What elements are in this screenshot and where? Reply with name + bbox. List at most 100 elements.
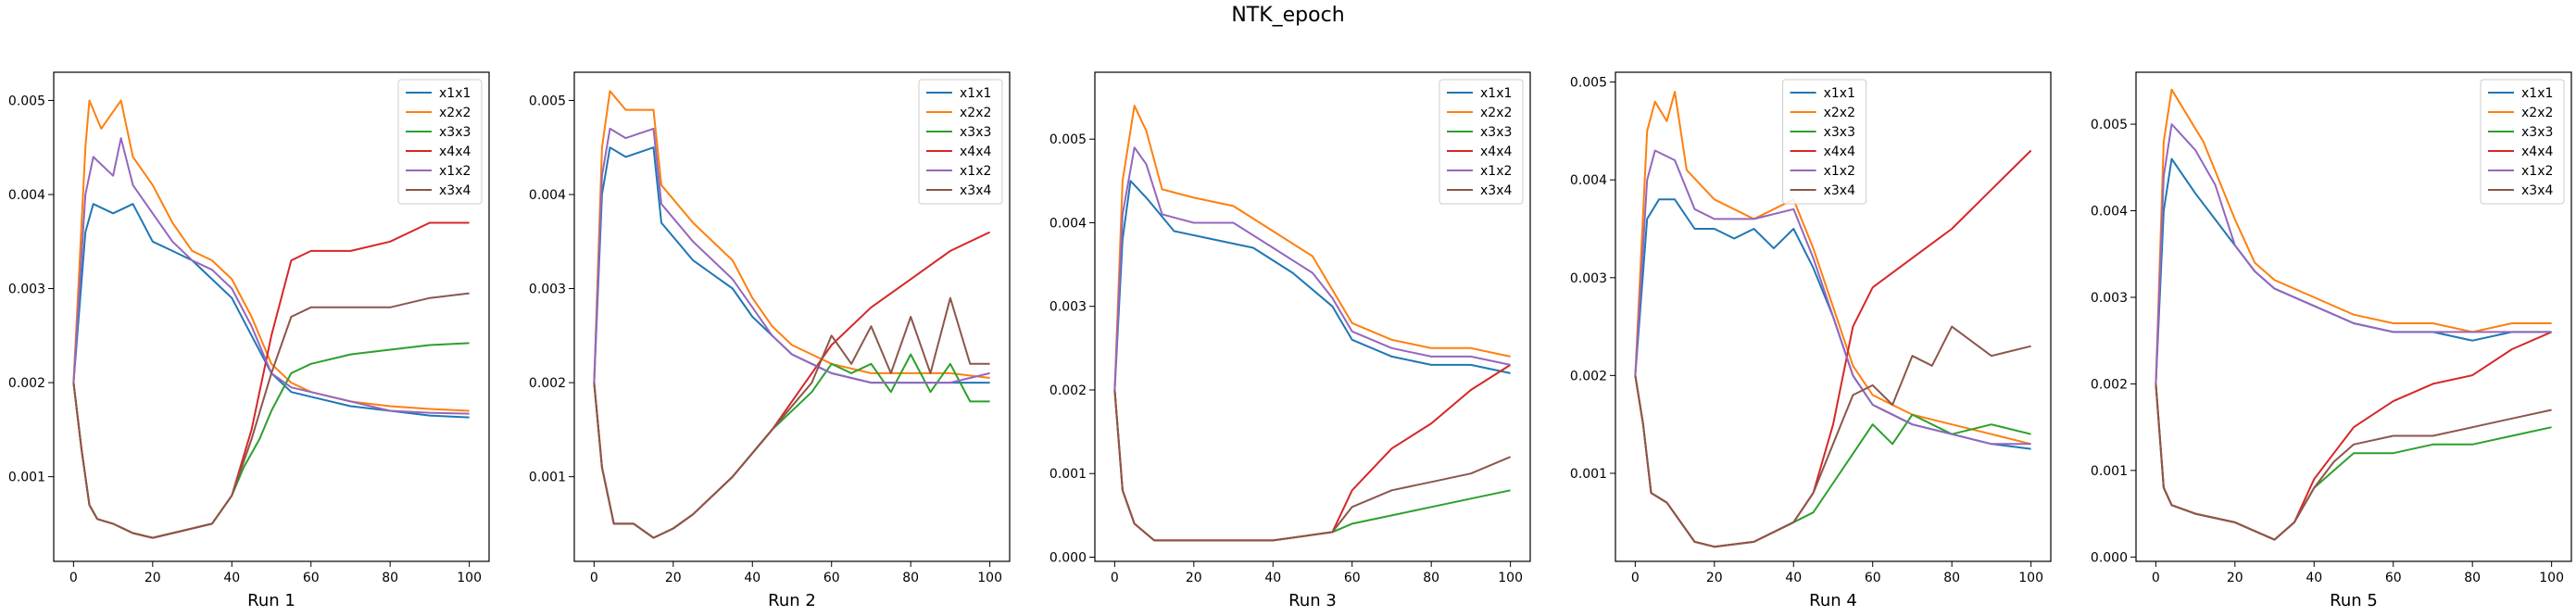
- legend: x1x1 x2x2 x3x3 x4x4 x1x2 x3x4: [918, 79, 1003, 205]
- axes-frame: [1094, 71, 1531, 562]
- chart-panel-2: 0 20 40 60 80 100 0.001 0.002 0.003 0.004 0.005 Run…: [529, 71, 1011, 610]
- legend-label-x3x4: x3x4: [960, 183, 991, 198]
- series-line-x3x4: [593, 296, 990, 539]
- legend-label-x1x1: x1x1: [960, 86, 991, 101]
- axes-frame: [2135, 71, 2572, 562]
- series-line-x1x2: [1113, 146, 1511, 391]
- x-tick-label: 60: [303, 571, 320, 585]
- y-tick-label: 0.002: [8, 376, 45, 391]
- series-line-x1x2: [2155, 123, 2552, 384]
- chart-panel-4: 0 20 40 60 80 100 0.001 0.002 0.003 0.004 0.005 Run…: [1570, 71, 2052, 610]
- series-line-x4x4: [593, 231, 991, 539]
- series-line-x3x4: [2155, 383, 2552, 541]
- x-axis-label: Run 1: [247, 591, 295, 610]
- legend-label-x3x3: x3x3: [1480, 125, 1512, 140]
- y-tick-label: 0.001: [1570, 467, 1607, 482]
- y-tick-label: 0.002: [2091, 377, 2128, 392]
- x-tick-label: 60: [823, 571, 840, 585]
- legend: x1x1 x2x2 x3x3 x4x4 x1x2 x3x4: [397, 79, 483, 205]
- legend-label-x3x3: x3x3: [2521, 125, 2553, 140]
- legend-label-x3x3: x3x3: [439, 125, 471, 140]
- series-line-x1x1: [1113, 180, 1511, 391]
- legend-label-x4x4: x4x4: [1824, 145, 1855, 159]
- x-tick-label: 0: [1111, 571, 1119, 585]
- x-axis-label: Run 2: [768, 591, 816, 610]
- x-tick-label: 100: [2539, 571, 2564, 585]
- x-tick-label: 40: [2306, 571, 2322, 585]
- series-line-x2x2: [1634, 91, 2031, 446]
- x-tick-label: 0: [1631, 571, 1640, 585]
- x-axis-label: Run 5: [2330, 591, 2378, 610]
- y-tick-label: 0.002: [529, 376, 566, 391]
- y-tick-label: 0.004: [2091, 205, 2128, 220]
- legend-label-x3x3: x3x3: [1824, 125, 1855, 140]
- legend-label-x4x4: x4x4: [439, 145, 471, 159]
- legend-label-x3x4: x3x4: [2521, 183, 2553, 198]
- x-tick-label: 40: [223, 571, 240, 585]
- series-line-x1x1: [72, 203, 470, 419]
- y-tick-label: 0.005: [2091, 118, 2128, 132]
- legend-label-x1x1: x1x1: [1824, 86, 1855, 101]
- legend-label-x2x2: x2x2: [1824, 106, 1855, 120]
- x-tick-label: 80: [2464, 571, 2481, 585]
- legend-box: [2480, 79, 2565, 205]
- series-line-x4x4: [72, 221, 470, 539]
- legend-label-x1x2: x1x2: [439, 164, 471, 179]
- series-line-x2x2: [2155, 88, 2552, 384]
- x-tick-label: 100: [2018, 571, 2043, 585]
- chart-panel-1: 0 20 40 60 80 100 0.001 0.002 0.003 0.004 0.005 Run…: [8, 71, 490, 610]
- x-tick-label: 40: [1264, 571, 1281, 585]
- y-tick-label: 0.004: [529, 188, 566, 203]
- legend-label-x4x4: x4x4: [960, 145, 991, 159]
- legend-label-x3x4: x3x4: [439, 183, 471, 198]
- y-tick-label: 0.000: [1049, 550, 1087, 565]
- legend-box: [1782, 79, 1867, 205]
- y-tick-label: 0.004: [8, 188, 45, 203]
- axes-frame: [53, 71, 490, 562]
- x-tick-label: 20: [1186, 571, 1202, 585]
- y-tick-label: 0.005: [529, 94, 566, 108]
- series-line-x1x1: [1634, 198, 2031, 450]
- y-tick-label: 0.005: [1049, 132, 1087, 147]
- legend-label-x2x2: x2x2: [960, 106, 991, 120]
- legend-label-x3x4: x3x4: [1824, 183, 1855, 198]
- x-tick-label: 80: [1423, 571, 1439, 585]
- x-tick-label: 100: [1498, 571, 1523, 585]
- x-tick-label: 80: [902, 571, 919, 585]
- chart-panel-3: 0 20 40 60 80 100 0.000 0.001 0.002 0.003 0.004 0.0…: [1049, 71, 1531, 610]
- series-line-x4x4: [2155, 331, 2552, 541]
- legend-label-x2x2: x2x2: [1480, 106, 1512, 120]
- legend-box: [918, 79, 1003, 205]
- legend-label-x1x1: x1x1: [2521, 86, 2553, 101]
- legend-label-x2x2: x2x2: [2521, 106, 2553, 120]
- series-line-x3x3: [1113, 389, 1511, 542]
- y-tick-label: 0.003: [529, 283, 566, 297]
- x-tick-label: 80: [1943, 571, 1960, 585]
- legend: x1x1 x2x2 x3x3 x4x4 x1x2 x3x4: [1439, 79, 1524, 205]
- x-tick-label: 20: [1706, 571, 1723, 585]
- x-tick-label: 40: [1785, 571, 1802, 585]
- legend-label-x3x3: x3x3: [960, 125, 991, 140]
- legend: x1x1 x2x2 x3x3 x4x4 x1x2 x3x4: [2480, 79, 2565, 205]
- x-tick-label: 60: [1344, 571, 1361, 585]
- series-line-x3x4: [72, 292, 470, 539]
- y-tick-label: 0.002: [1049, 383, 1087, 398]
- x-tick-label: 0: [69, 571, 78, 585]
- x-tick-label: 100: [977, 571, 1002, 585]
- series-line-x1x2: [1634, 149, 2031, 446]
- y-tick-label: 0.002: [1570, 369, 1607, 383]
- chart-panel-5: 0 20 40 60 80 100 0.000 0.001 0.002 0.003 0.004 0.0…: [2091, 71, 2572, 610]
- series-line-x2x2: [1113, 105, 1511, 391]
- legend-label-x1x2: x1x2: [960, 164, 991, 179]
- legend-label-x1x2: x1x2: [1480, 164, 1512, 179]
- x-tick-label: 20: [665, 571, 682, 585]
- legend-label-x4x4: x4x4: [2521, 145, 2553, 159]
- x-tick-label: 80: [382, 571, 398, 585]
- x-axis-label: Run 4: [1809, 591, 1857, 610]
- legend-box: [1439, 79, 1524, 205]
- y-tick-label: 0.001: [1049, 467, 1087, 482]
- x-tick-label: 40: [744, 571, 760, 585]
- legend-label-x1x1: x1x1: [1480, 86, 1512, 101]
